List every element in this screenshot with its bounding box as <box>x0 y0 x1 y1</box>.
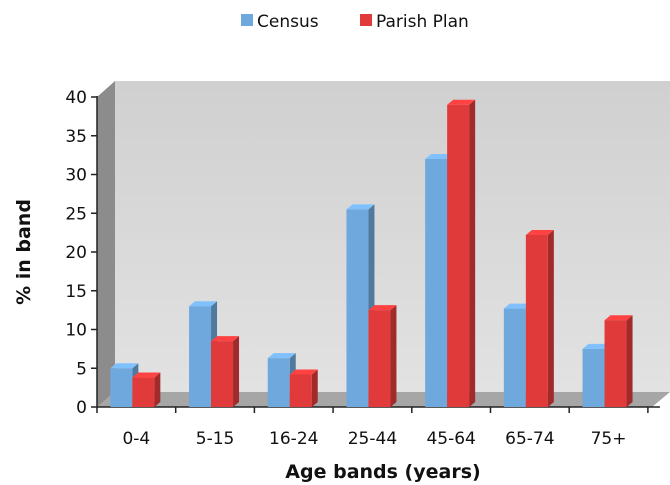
y-tick-label: 15 <box>65 282 87 302</box>
x-tick-label-5-15: 5-15 <box>196 429 235 449</box>
bar-parish-plan-65-74 <box>525 229 554 407</box>
bar-parish-plan-16-24 <box>289 369 318 407</box>
bar-parish-plan-0-4 <box>132 372 161 407</box>
x-tick-label-45-64: 45-64 <box>426 429 475 449</box>
legend-label-census: Census <box>257 12 319 32</box>
legend-label-parish-plan: Parish Plan <box>376 12 469 32</box>
bar-census-16-24 <box>267 353 296 407</box>
chart-side-wall <box>97 81 115 407</box>
bar-parish-plan-5-15 <box>211 336 240 407</box>
x-ticks: 0-4 5-15 16-24 25-44 45-64 65-74 75+ <box>96 407 649 449</box>
legend-swatch-census <box>241 14 253 26</box>
legend-swatch-parish-plan <box>360 14 372 26</box>
y-axis-title: % in band <box>13 199 35 305</box>
x-tick-label-65-74: 65-74 <box>505 429 554 449</box>
y-tick-label: 0 <box>76 398 87 418</box>
x-tick-label-16-24: 16-24 <box>269 429 318 449</box>
x-tick-label-75+: 75+ <box>591 429 627 449</box>
legend: Census Parish Plan <box>241 12 469 32</box>
bar-parish-plan-25-44 <box>368 305 397 407</box>
bar-parish-plan-75+ <box>604 315 633 407</box>
x-axis-title: Age bands (years) <box>285 461 480 483</box>
y-tick-label: 5 <box>76 359 87 379</box>
bar-parish-plan-45-64 <box>447 99 476 407</box>
x-tick-label-0-4: 0-4 <box>122 429 150 449</box>
y-tick-label: 40 <box>65 88 87 108</box>
y-ticks: 0 5 10 15 20 25 30 35 40 <box>65 88 97 418</box>
x-tick-label-25-44: 25-44 <box>348 429 397 449</box>
y-tick-label: 25 <box>65 204 87 224</box>
y-tick-label: 20 <box>65 243 87 263</box>
bars <box>110 99 633 407</box>
y-tick-label: 10 <box>65 321 87 341</box>
y-tick-label: 35 <box>65 127 87 147</box>
y-tick-label: 30 <box>65 166 87 186</box>
